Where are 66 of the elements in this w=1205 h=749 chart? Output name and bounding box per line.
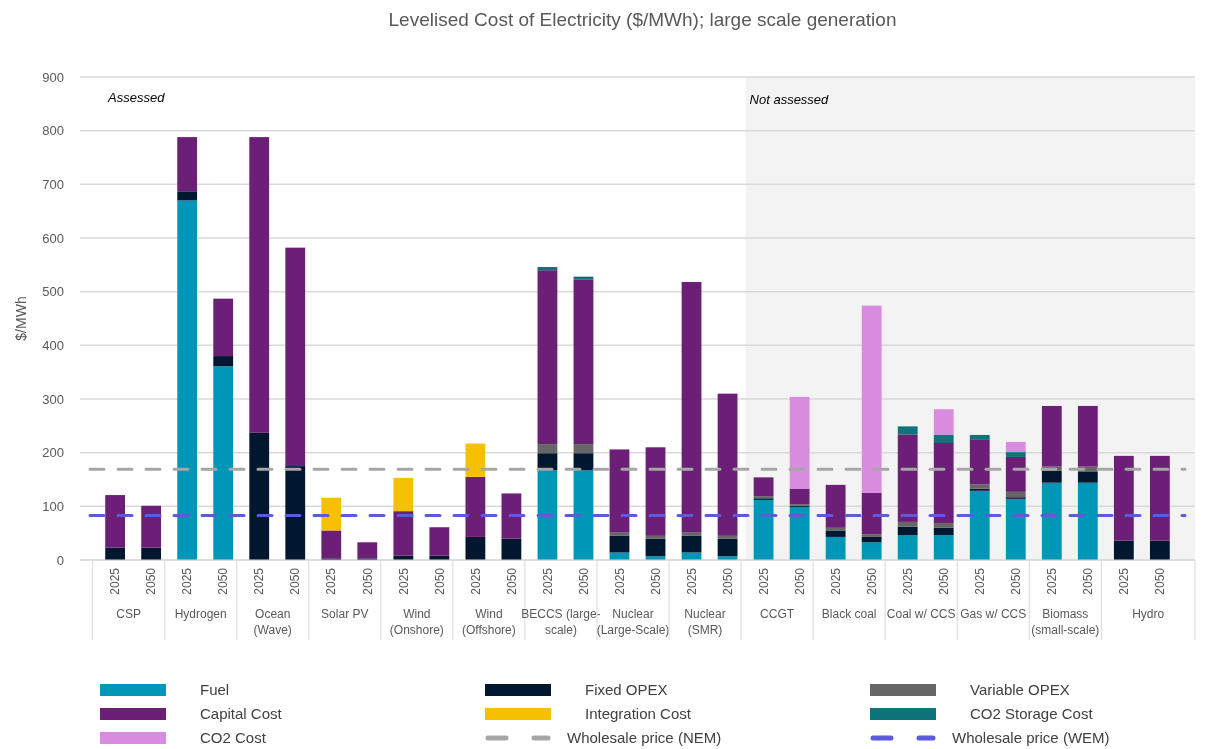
x-tick-label: 2050 [792, 567, 807, 595]
legend-label: Integration Cost [585, 705, 692, 723]
x-tick-label: 2025 [684, 567, 699, 595]
text: CSP [116, 607, 141, 621]
x-tick-label: 2025 [252, 567, 267, 595]
legend-label: Wholesale price (WEM) [952, 729, 1110, 747]
x-tick-label: 2025 [468, 567, 483, 595]
x-tick-label: 2050 [216, 567, 231, 595]
legend-label: Capital Cost [200, 705, 283, 723]
x-tick-label: 2025 [1117, 567, 1132, 595]
x-tick-label: 2025 [540, 567, 555, 595]
x-tick-label: 2050 [1008, 567, 1023, 595]
text: Wind (Onshore) [389, 607, 444, 637]
legend-label: Fixed OPEX [585, 681, 668, 699]
legend-label: CO2 Cost [200, 729, 267, 747]
x-tick-label: 2050 [648, 567, 663, 595]
y-tick-label: 300 [42, 391, 64, 407]
y-axis-title: $/MWh [13, 296, 29, 341]
text: Nuclear (SMR) [684, 607, 726, 637]
legend-label: Fuel [200, 681, 230, 699]
x-tick-label: 2050 [864, 567, 879, 595]
y-tick-label: 900 [42, 69, 64, 85]
x-tick-label: 2050 [576, 567, 591, 595]
text: CCGT [760, 607, 795, 621]
y-tick-label: 100 [42, 498, 64, 514]
y-tick-label: 800 [42, 123, 64, 139]
text: Wind (Offshore) [461, 607, 516, 637]
x-tick-label: 2050 [504, 567, 519, 595]
legend-label: Wholesale price (NEM) [567, 729, 722, 747]
x-tick-label: 2050 [360, 567, 375, 595]
y-tick-label: 400 [42, 337, 64, 353]
x-tick-label: 2050 [432, 567, 447, 595]
legend-label: CO2 Storage Cost [970, 705, 1094, 723]
x-tick-label: 2050 [288, 567, 303, 595]
text: Black coal [821, 607, 877, 621]
x-tick-label: 2050 [936, 567, 951, 595]
text: Solar PV [321, 607, 369, 621]
text: Biomass (small-scale) [1031, 607, 1100, 637]
text: Gas w/ CCS [960, 607, 1027, 621]
text: Coal w/ CCS [886, 607, 956, 621]
legend-label: Variable OPEX [970, 681, 1070, 699]
x-tick-label: 2050 [1153, 567, 1168, 595]
y-tick-label: 0 [56, 552, 64, 568]
chart-title: Levelised Cost of Electricity ($/MWh); large scale generation [388, 9, 897, 30]
x-tick-label: 2025 [900, 567, 915, 595]
x-tick-label: 2050 [720, 567, 735, 595]
y-tick-label: 500 [42, 284, 64, 300]
x-tick-label: 2050 [144, 567, 159, 595]
annotation: Assessed [107, 90, 166, 105]
x-tick-label: 2025 [756, 567, 771, 595]
text: Ocean (Wave) [253, 607, 292, 637]
x-tick-label: 2025 [612, 567, 627, 595]
x-tick-label: 2025 [108, 567, 123, 595]
y-tick-label: 700 [42, 176, 64, 192]
text: Hydrogen [174, 607, 227, 621]
x-tick-label: 2050 [1081, 567, 1096, 595]
x-tick-label: 2025 [396, 567, 411, 595]
x-tick-label: 2025 [972, 567, 987, 595]
text: Hydro [1132, 607, 1165, 621]
y-tick-label: 200 [42, 445, 64, 461]
annotation: Not assessed [749, 92, 830, 107]
x-tick-label: 2025 [1045, 567, 1059, 595]
x-tick-label: 2025 [180, 567, 195, 595]
y-tick-label: 600 [42, 230, 64, 246]
x-tick-label: 2025 [324, 567, 339, 595]
x-tick-label: 2025 [828, 567, 843, 595]
